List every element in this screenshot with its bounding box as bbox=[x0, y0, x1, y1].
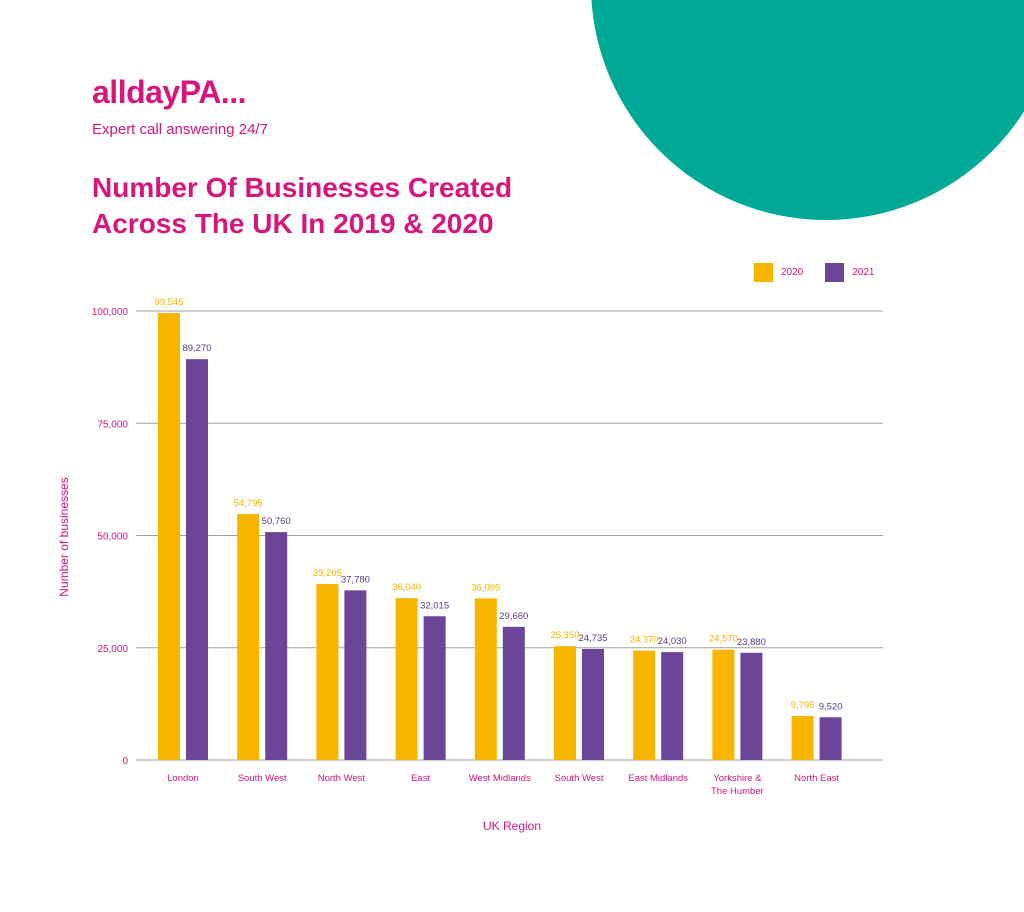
data-label-2020: 39,205 bbox=[313, 568, 342, 579]
y-tick-label: 100,000 bbox=[92, 307, 129, 318]
bar-2021 bbox=[582, 648, 604, 760]
legend-label-2020: 2020 bbox=[781, 267, 804, 278]
bar-2020 bbox=[237, 513, 260, 760]
y-axis-title: Number of businesses bbox=[57, 477, 71, 596]
legend-swatch-2020 bbox=[754, 263, 773, 282]
data-label-2021: 24,735 bbox=[578, 633, 607, 644]
bar-2020 bbox=[158, 313, 180, 760]
x-axis-title: UK Region bbox=[483, 819, 541, 833]
x-tick-label: The Humber bbox=[711, 786, 764, 797]
x-tick-label: South West bbox=[238, 773, 287, 784]
bar-2021 bbox=[344, 590, 367, 760]
chart-legend: 2020 2021 bbox=[754, 263, 875, 282]
bar-2021 bbox=[740, 652, 763, 760]
brand-tagline: Expert call answering 24/7 bbox=[92, 121, 268, 138]
bar-2020 bbox=[316, 583, 339, 760]
data-label-2021: 37,780 bbox=[341, 574, 370, 585]
x-tick-label: North West bbox=[318, 773, 366, 784]
bar-2020 bbox=[474, 598, 497, 760]
y-tick-label: 0 bbox=[122, 756, 128, 767]
legend-item-2020: 2020 bbox=[754, 263, 803, 282]
data-label-2020: 54,795 bbox=[234, 498, 263, 509]
bar-2021 bbox=[186, 359, 208, 760]
data-label-2021: 23,880 bbox=[737, 637, 766, 648]
bar-2021 bbox=[502, 626, 525, 760]
legend-swatch-2021 bbox=[825, 263, 845, 282]
data-label-2020: 24,570 bbox=[709, 634, 738, 645]
data-label-2020: 99,545 bbox=[154, 297, 183, 308]
data-label-2021: 50,760 bbox=[262, 516, 291, 527]
data-label-2020: 24,370 bbox=[630, 635, 659, 646]
bar-2021 bbox=[661, 652, 684, 760]
bar-2020 bbox=[554, 646, 576, 760]
bar-2020 bbox=[395, 598, 418, 760]
y-tick-label: 75,000 bbox=[97, 419, 128, 430]
legend-label-2021: 2021 bbox=[852, 267, 875, 278]
data-label-2020: 25,350 bbox=[550, 630, 579, 641]
data-label-2020: 36,040 bbox=[392, 582, 421, 593]
bar-2021 bbox=[265, 532, 288, 760]
data-label-2021: 9,520 bbox=[819, 701, 843, 712]
bar-2021 bbox=[423, 616, 446, 760]
data-label-2021: 24,030 bbox=[658, 636, 687, 647]
bar-2020 bbox=[633, 650, 656, 760]
x-tick-label: Yorkshire & bbox=[713, 773, 762, 784]
chart-title: Number Of Businesses Created Across The … bbox=[92, 172, 513, 239]
brand-logo-text: alldayPA... bbox=[92, 74, 246, 110]
data-label-2021: 29,660 bbox=[499, 611, 528, 622]
y-tick-label: 50,000 bbox=[97, 532, 128, 543]
data-label-2021: 32,015 bbox=[420, 600, 449, 611]
brand-block: alldayPA... Expert call answering 24/7 bbox=[92, 72, 268, 139]
legend-item-2021: 2021 bbox=[825, 263, 875, 282]
y-tick-label: 25,000 bbox=[97, 644, 128, 655]
x-tick-label: North East bbox=[794, 773, 839, 784]
x-tick-label: East Midlands bbox=[628, 773, 688, 784]
x-tick-label: London bbox=[167, 773, 199, 784]
x-tick-label: East bbox=[411, 773, 430, 784]
bar-2021 bbox=[819, 717, 842, 760]
x-tick-label: West Midlands bbox=[469, 773, 531, 784]
data-label-2020: 36,005 bbox=[471, 582, 500, 593]
data-label-2021: 89,270 bbox=[182, 343, 211, 354]
x-tick-label: South West bbox=[555, 773, 604, 784]
bar-2020 bbox=[712, 649, 735, 760]
bar-2020 bbox=[791, 716, 814, 760]
data-label-2020: 9,795 bbox=[791, 700, 815, 711]
